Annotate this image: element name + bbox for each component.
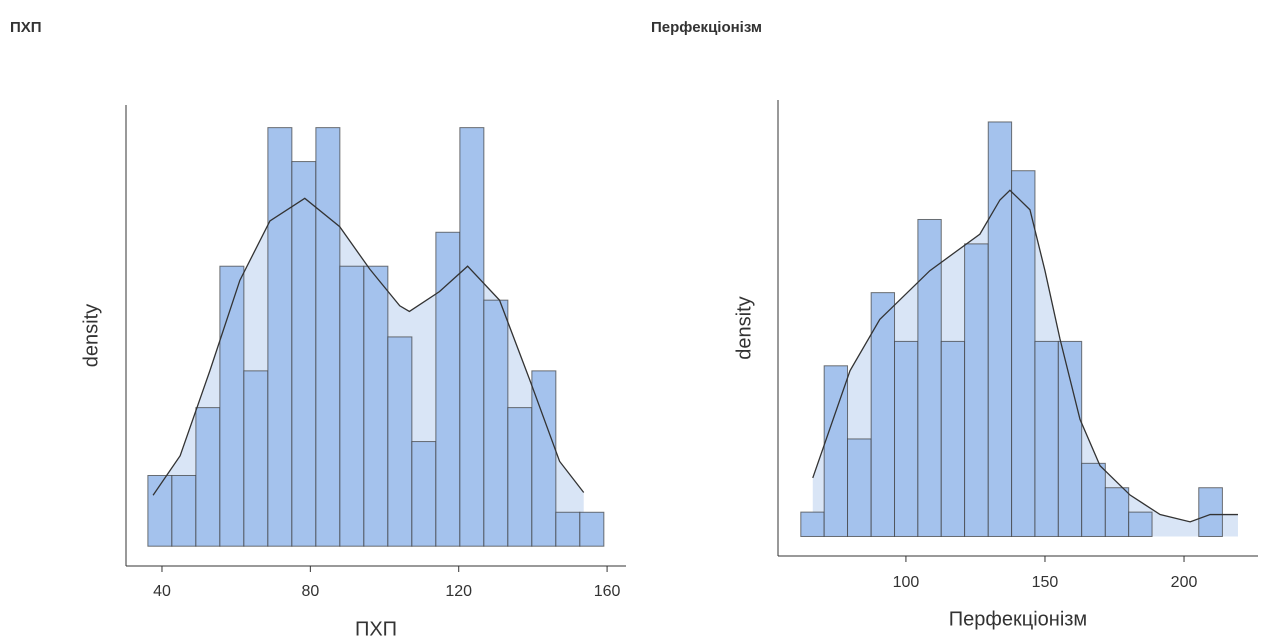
- bar: [964, 243, 989, 537]
- bar: [1198, 487, 1223, 537]
- bar: [411, 441, 437, 547]
- bar: [243, 370, 269, 547]
- density-line: [812, 189, 1238, 523]
- density-line: [152, 197, 585, 496]
- bar: [387, 336, 413, 547]
- bar: [195, 407, 221, 547]
- bar: [1034, 340, 1059, 537]
- bar: [800, 511, 825, 537]
- x-axis-label: ПХП: [355, 618, 397, 640]
- x-tick-label: 150: [1032, 574, 1059, 591]
- bar: [1128, 511, 1153, 537]
- bar: [1057, 340, 1083, 537]
- bar: [894, 340, 919, 537]
- bar: [1081, 462, 1106, 537]
- bar: [219, 265, 245, 547]
- bar: [1104, 487, 1130, 537]
- bar: [363, 265, 389, 547]
- bar: [555, 511, 581, 547]
- bar: [917, 218, 942, 537]
- x-tick-label: 80: [301, 583, 319, 600]
- bar: [435, 231, 461, 547]
- bar: [847, 438, 872, 537]
- bar: [315, 127, 341, 547]
- y-axis-label: density: [80, 304, 102, 367]
- bar: [339, 265, 365, 547]
- bar: [459, 127, 485, 547]
- bar: [531, 370, 557, 547]
- bar: [507, 407, 533, 547]
- chart-title: Перфекціонізм: [651, 19, 762, 36]
- x-tick-label: 160: [594, 583, 621, 600]
- bar: [171, 474, 197, 547]
- chart: ПХП 40 80 120 160 ПХП density: [10, 19, 626, 640]
- x-tick-label: 100: [893, 574, 920, 591]
- x-tick-label: 200: [1171, 574, 1198, 591]
- bar: [267, 127, 293, 547]
- bar: [483, 299, 509, 547]
- x-tick-label: 120: [445, 583, 472, 600]
- bar: [987, 121, 1013, 537]
- chart: Перфекціонізм 100 150 200 Перфекціонізм densi…: [651, 19, 1258, 630]
- bar: [291, 161, 317, 547]
- y-axis-label: density: [733, 296, 755, 359]
- bar: [823, 365, 849, 537]
- x-axis-label: Перфекціонізм: [949, 608, 1087, 630]
- bar: [579, 511, 605, 547]
- chart-title: ПХП: [10, 19, 42, 36]
- bar: [1011, 170, 1036, 537]
- bar: [940, 340, 966, 537]
- x-tick-label: 40: [153, 583, 171, 600]
